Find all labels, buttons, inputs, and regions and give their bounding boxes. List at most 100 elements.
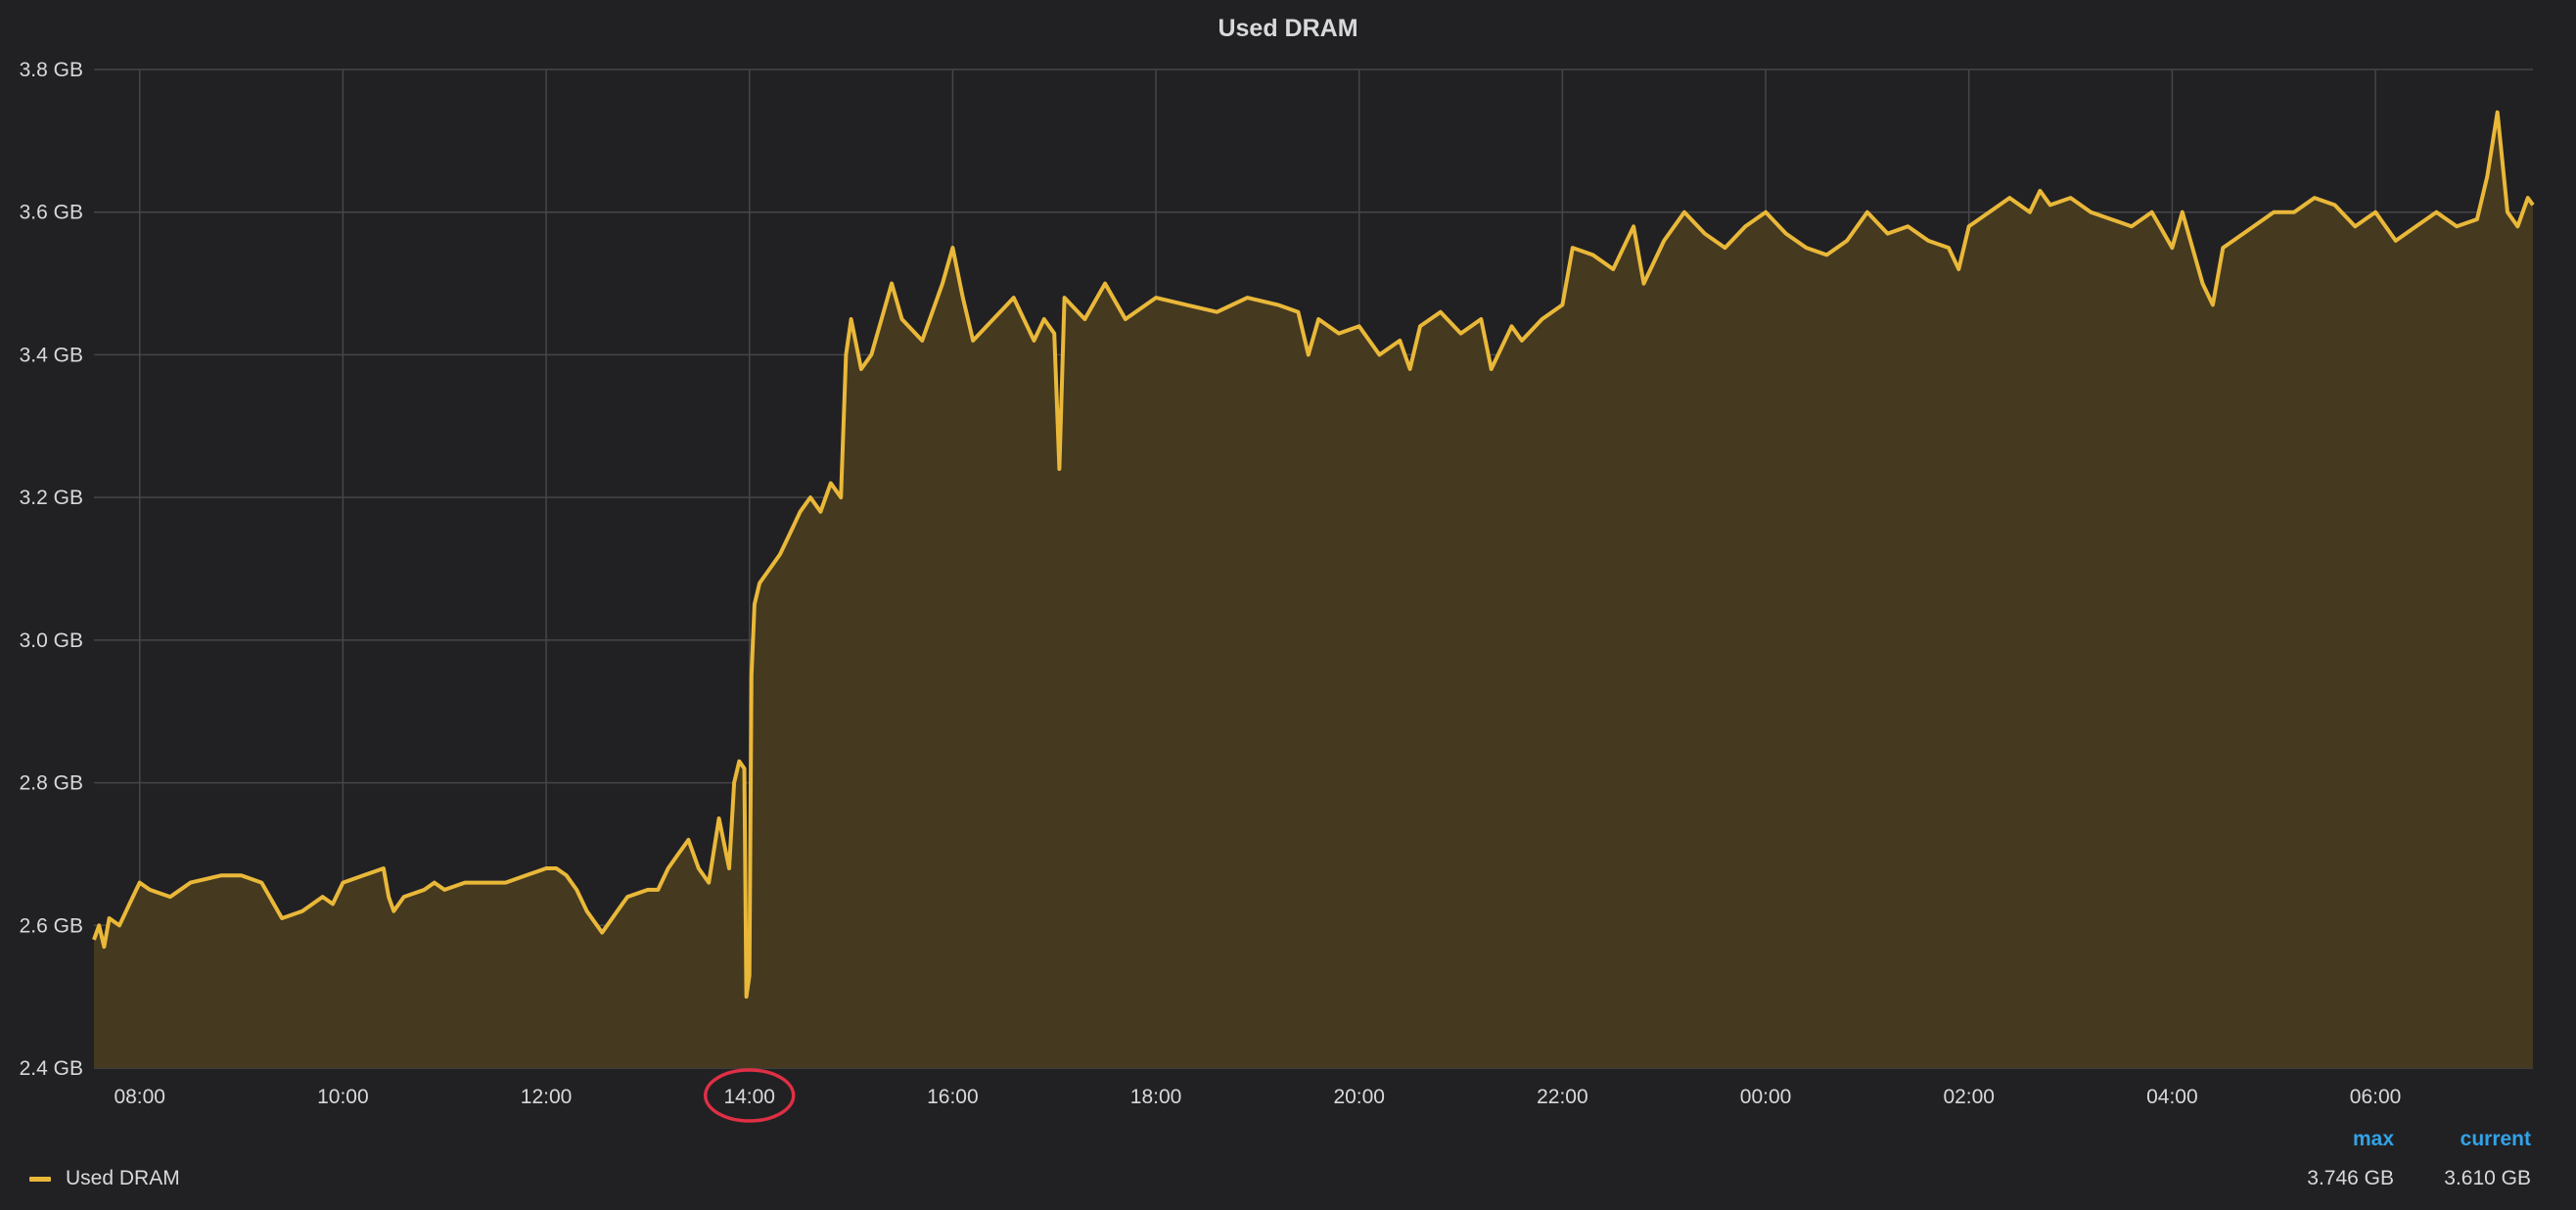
data-point[interactable] bbox=[2038, 189, 2042, 193]
data-point[interactable] bbox=[2292, 210, 2296, 214]
data-point[interactable] bbox=[565, 873, 569, 877]
data-point[interactable] bbox=[697, 866, 701, 870]
data-point[interactable] bbox=[2272, 210, 2276, 214]
data-point[interactable] bbox=[1337, 332, 1341, 336]
data-point[interactable] bbox=[646, 888, 650, 892]
data-point[interactable] bbox=[1479, 317, 1483, 321]
data-point[interactable] bbox=[2475, 217, 2479, 221]
data-point[interactable] bbox=[1682, 210, 1686, 214]
data-point[interactable] bbox=[2181, 210, 2185, 214]
data-point[interactable] bbox=[108, 916, 112, 920]
data-point[interactable] bbox=[808, 495, 812, 499]
data-point[interactable] bbox=[2434, 210, 2438, 214]
data-point[interactable] bbox=[844, 352, 848, 356]
data-point[interactable] bbox=[189, 881, 193, 885]
data-point[interactable] bbox=[890, 282, 894, 286]
data-point[interactable] bbox=[859, 367, 863, 371]
data-point[interactable] bbox=[544, 866, 548, 870]
data-point[interactable] bbox=[1246, 296, 1250, 300]
data-point[interactable] bbox=[1357, 324, 1361, 328]
data-point[interactable] bbox=[2221, 246, 2225, 250]
data-point[interactable] bbox=[1560, 302, 1564, 306]
data-point[interactable] bbox=[2089, 210, 2093, 214]
data-point[interactable] bbox=[1184, 302, 1188, 306]
data-point[interactable] bbox=[595, 923, 599, 927]
data-point[interactable] bbox=[1276, 302, 1280, 306]
data-point[interactable] bbox=[799, 510, 803, 514]
data-point[interactable] bbox=[138, 881, 142, 885]
data-point[interactable] bbox=[1154, 296, 1158, 300]
data-point[interactable] bbox=[616, 909, 620, 913]
data-point[interactable] bbox=[1439, 310, 1443, 314]
data-point[interactable] bbox=[667, 866, 670, 870]
data-point[interactable] bbox=[1316, 317, 1320, 321]
data-point[interactable] bbox=[2048, 203, 2052, 207]
data-point[interactable] bbox=[1642, 282, 1646, 286]
data-point[interactable] bbox=[1805, 246, 1809, 250]
data-point[interactable] bbox=[686, 838, 690, 842]
data-point[interactable] bbox=[818, 510, 822, 514]
data-point[interactable] bbox=[259, 881, 263, 885]
data-point[interactable] bbox=[2211, 302, 2215, 306]
data-point[interactable] bbox=[1611, 267, 1615, 271]
data-point[interactable] bbox=[2150, 210, 2154, 214]
data-point[interactable] bbox=[880, 317, 884, 321]
data-point[interactable] bbox=[524, 873, 528, 877]
legend-item-used-dram[interactable]: Used DRAM bbox=[29, 1167, 180, 1189]
data-point[interactable] bbox=[92, 938, 96, 942]
data-point[interactable] bbox=[676, 852, 680, 856]
data-point[interactable] bbox=[2313, 196, 2317, 200]
data-point[interactable] bbox=[1378, 352, 1382, 356]
data-point[interactable] bbox=[1057, 467, 1061, 471]
data-point[interactable] bbox=[743, 767, 747, 770]
data-point[interactable] bbox=[463, 881, 467, 885]
data-point[interactable] bbox=[2455, 224, 2459, 228]
data-point[interactable] bbox=[745, 995, 749, 999]
data-point[interactable] bbox=[1520, 339, 1524, 343]
data-point[interactable] bbox=[1124, 317, 1127, 321]
data-point[interactable] bbox=[1571, 246, 1575, 250]
data-point[interactable] bbox=[2496, 111, 2500, 115]
data-point[interactable] bbox=[1591, 253, 1595, 256]
data-point[interactable] bbox=[2170, 246, 2174, 250]
data-point[interactable] bbox=[829, 482, 833, 486]
data-point[interactable] bbox=[2333, 203, 2337, 207]
data-point[interactable] bbox=[391, 909, 395, 913]
legend-header-current[interactable]: current bbox=[2461, 1128, 2531, 1150]
data-point[interactable] bbox=[1082, 317, 1086, 321]
data-point[interactable] bbox=[1824, 253, 1828, 256]
data-point[interactable] bbox=[341, 881, 345, 885]
data-point[interactable] bbox=[850, 317, 853, 321]
data-point[interactable] bbox=[1033, 339, 1036, 343]
data-point[interactable] bbox=[900, 317, 904, 321]
data-point[interactable] bbox=[1052, 332, 1056, 336]
data-point[interactable] bbox=[625, 895, 629, 899]
data-point[interactable] bbox=[1296, 310, 1300, 314]
legend-series-name[interactable]: Used DRAM bbox=[66, 1167, 180, 1189]
data-point[interactable] bbox=[1541, 317, 1544, 321]
data-point[interactable] bbox=[605, 923, 609, 927]
data-point[interactable] bbox=[971, 339, 975, 343]
data-point[interactable] bbox=[117, 923, 121, 927]
data-point[interactable] bbox=[148, 888, 152, 892]
data-point[interactable] bbox=[1967, 224, 1971, 228]
data-point[interactable] bbox=[707, 881, 711, 885]
data-point[interactable] bbox=[2515, 224, 2519, 228]
data-point[interactable] bbox=[2201, 282, 2205, 286]
data-point[interactable] bbox=[2415, 224, 2418, 228]
data-point[interactable] bbox=[1988, 210, 1992, 214]
data-point[interactable] bbox=[839, 495, 843, 499]
data-point[interactable] bbox=[1459, 332, 1463, 336]
data-point[interactable] bbox=[1063, 296, 1067, 300]
data-point[interactable] bbox=[2531, 203, 2535, 207]
data-point[interactable] bbox=[361, 873, 365, 877]
data-point[interactable] bbox=[788, 532, 792, 535]
series-line[interactable] bbox=[92, 110, 2535, 1000]
data-point[interactable] bbox=[387, 895, 391, 899]
data-point[interactable] bbox=[1632, 224, 1635, 228]
data-point[interactable] bbox=[2028, 210, 2032, 214]
data-point[interactable] bbox=[483, 881, 487, 885]
data-point[interactable] bbox=[753, 602, 757, 606]
data-point[interactable] bbox=[1947, 246, 1951, 250]
data-point[interactable] bbox=[1784, 232, 1788, 236]
